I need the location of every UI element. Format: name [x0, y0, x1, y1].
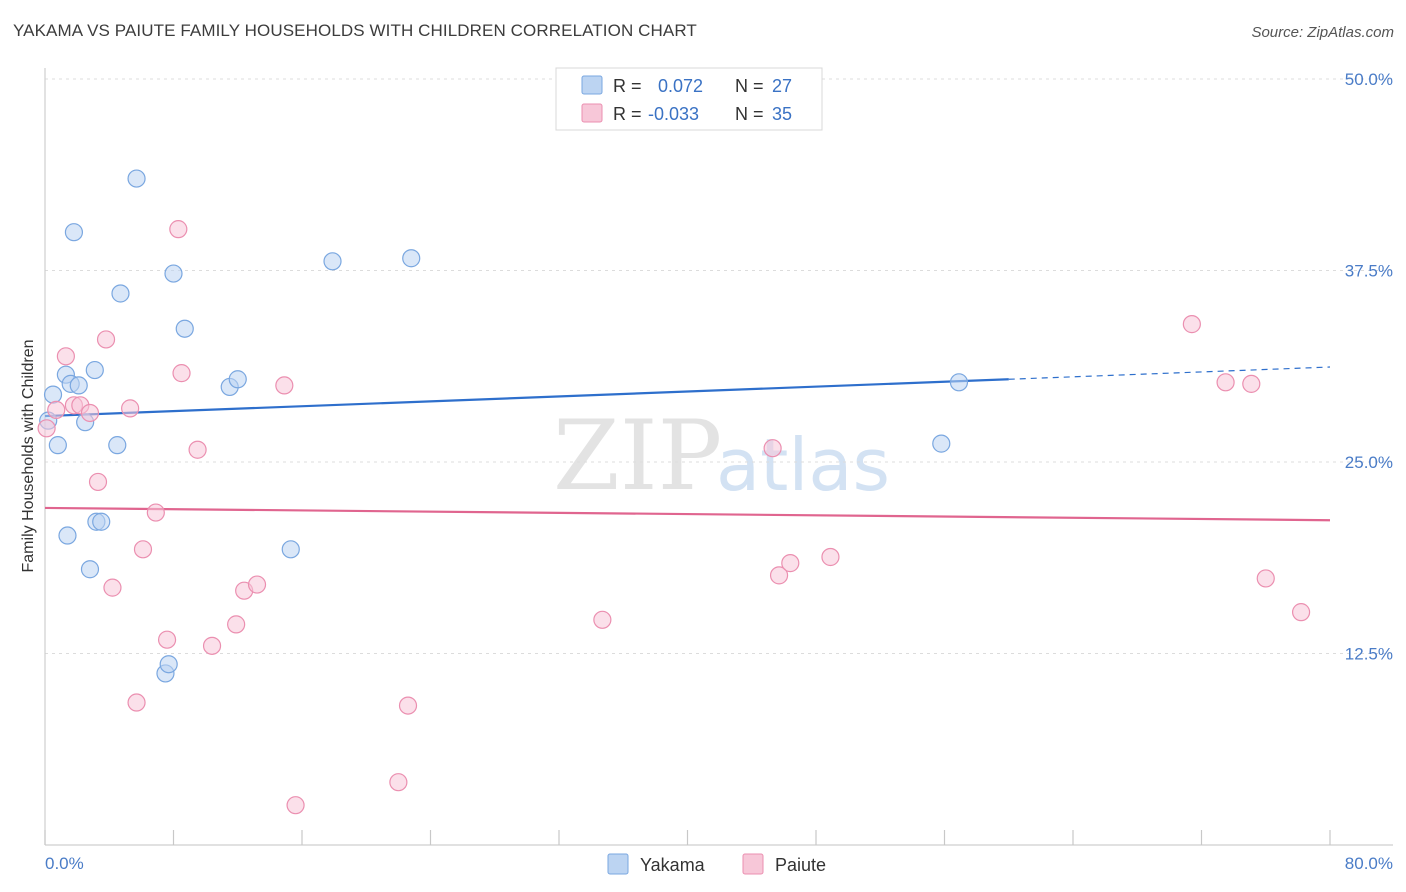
point-yakama [949, 373, 969, 392]
point-paiute [227, 615, 246, 634]
y-tick-label: 25.0% [1345, 453, 1393, 472]
point-yakama [69, 376, 88, 395]
x-tick-label-max: 80.0% [1345, 854, 1393, 873]
point-paiute [157, 630, 177, 649]
point-paiute [593, 610, 612, 629]
point-paiute [398, 696, 418, 715]
trend-line-yakama [44, 378, 1009, 418]
correlation-legend: R = 0.072 N = 27 R = -0.033 N = 35 [555, 67, 823, 131]
point-yakama [402, 249, 421, 268]
chart-title: YAKAMA VS PAIUTE FAMILY HOUSEHOLDS WITH … [13, 21, 697, 40]
x-axis-ticks [44, 830, 1331, 845]
point-paiute [763, 439, 782, 458]
point-paiute [172, 364, 191, 383]
legend-n-value-paiute: 35 [772, 104, 792, 124]
point-yakama [164, 264, 183, 283]
trend-lines [44, 366, 1331, 522]
point-paiute [1256, 569, 1275, 588]
series-label-paiute: Paiute [775, 855, 826, 875]
point-paiute [202, 636, 222, 655]
data-points [37, 169, 1311, 815]
trend-line-paiute [44, 506, 1331, 522]
point-yakama [323, 252, 342, 271]
point-paiute [781, 554, 800, 573]
x-tick-label-min: 0.0% [45, 854, 84, 873]
point-yakama [48, 436, 67, 455]
legend-n-value-yakama: 27 [772, 76, 792, 96]
point-yakama [175, 319, 194, 338]
point-yakama [108, 436, 127, 455]
point-yakama [127, 169, 146, 188]
series-label-yakama: Yakama [640, 855, 706, 875]
point-paiute [88, 472, 108, 492]
watermark-atlas: atlas [716, 423, 890, 507]
legend-r-label-paiute: R = [613, 104, 642, 124]
legend-r-value-paiute: -0.033 [648, 104, 699, 124]
y-axis-title: Family Households with Children [20, 340, 37, 573]
legend-r-value-yakama: 0.072 [658, 76, 703, 96]
point-paiute [188, 440, 207, 459]
point-paiute [247, 575, 267, 594]
y-tick-label: 37.5% [1345, 262, 1393, 281]
point-paiute [146, 503, 165, 522]
point-yakama [932, 434, 951, 453]
trend-line-extension-yakama [1008, 366, 1331, 380]
watermark-zip: ZIP [553, 400, 722, 512]
point-yakama [80, 560, 100, 579]
legend-n-label-yakama: N = [735, 76, 764, 96]
legend-swatch-yakama [581, 75, 603, 95]
point-paiute [127, 693, 146, 712]
point-paiute [121, 399, 140, 418]
point-paiute [1182, 315, 1201, 334]
point-paiute [56, 347, 75, 366]
point-paiute [769, 566, 789, 585]
y-tick-label: 12.5% [1345, 645, 1393, 664]
y-tick-label: 50.0% [1345, 70, 1393, 89]
point-paiute [286, 796, 305, 815]
point-paiute [389, 773, 408, 792]
series-swatch-yakama [607, 853, 629, 875]
legend-swatch-paiute [581, 103, 603, 123]
point-paiute [133, 540, 153, 559]
point-paiute [1242, 374, 1261, 393]
point-yakama [111, 284, 130, 303]
series-swatch-paiute [742, 853, 764, 875]
point-yakama [228, 370, 247, 389]
point-yakama [43, 385, 63, 404]
point-yakama [281, 540, 300, 559]
point-yakama [64, 223, 84, 242]
point-paiute [1216, 373, 1235, 392]
point-yakama [92, 512, 111, 531]
point-paiute [80, 403, 100, 423]
point-paiute [37, 419, 56, 438]
point-paiute [821, 547, 840, 567]
point-yakama [58, 526, 77, 545]
point-paiute [103, 578, 122, 597]
legend-r-label-yakama: R = [613, 76, 642, 96]
point-paiute [47, 400, 66, 420]
point-paiute [96, 330, 116, 349]
point-paiute [169, 220, 188, 239]
point-yakama [85, 360, 104, 380]
gridlines [45, 78, 1393, 654]
point-paiute [275, 376, 294, 395]
point-yakama [159, 655, 178, 674]
point-paiute [1291, 603, 1311, 622]
y-tick-labels: 12.5% 25.0% 37.5% 50.0% [1345, 70, 1393, 664]
series-legend: Yakama Paiute [607, 853, 826, 875]
source-label: Source: ZipAtlas.com [1251, 24, 1394, 41]
legend-n-label-paiute: N = [735, 104, 764, 124]
